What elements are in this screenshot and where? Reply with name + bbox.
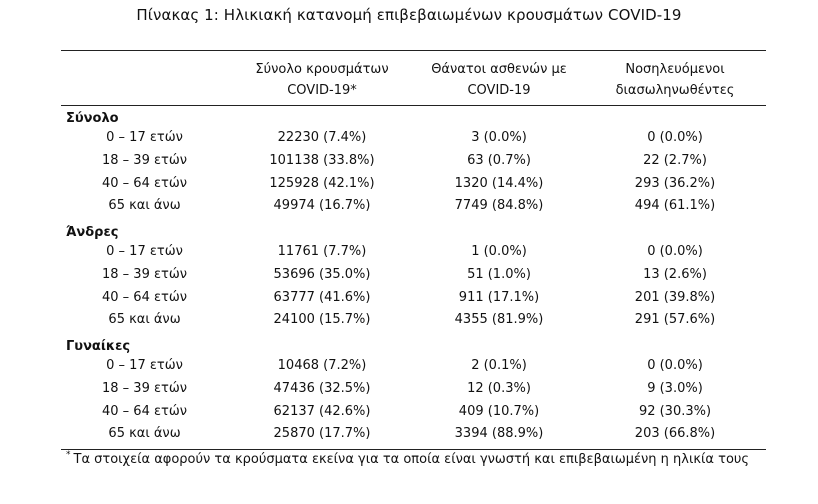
header-deaths-line1: Θάνατοι ασθενών με (431, 62, 567, 77)
cases-cell: 101138 (33.8%) (269, 152, 375, 168)
table-header-rule (61, 105, 766, 106)
age-cell: 18 – 39 ετών (102, 266, 187, 282)
deaths-cell: 2 (0.1%) (471, 358, 527, 373)
group-label: Σύνολο (66, 111, 119, 126)
deaths-cell: 12 (0.3%) (467, 380, 531, 396)
deaths-cell: 4355 (81.9%) (454, 312, 544, 328)
cases-cell: 125928 (42.1%) (269, 175, 375, 191)
table-row: 18 – 39 ετών 47436 (32.5%) 12 (0.3%) 9 (3.0… (61, 381, 766, 403)
cases-cell: 10468 (7.2%) (277, 358, 367, 373)
age-cell: 0 – 17 ετών (106, 244, 183, 259)
intubated-cell: 9 (3.0%) (647, 380, 703, 396)
age-cell: 0 – 17 ετών (106, 130, 183, 145)
table-row: 18 – 39 ετών 101138 (33.8%) 63 (0.7%) 22 (2… (61, 153, 766, 175)
intubated-cell: 0 (0.0%) (647, 130, 703, 145)
deaths-cell: 3 (0.0%) (471, 130, 527, 145)
header-intubated: Νοσηλευόμενοι διασωληνωθέντες (575, 59, 775, 101)
age-cell: 18 – 39 ετών (102, 152, 187, 168)
header-intubated-line1: Νοσηλευόμενοι (625, 62, 725, 77)
table-row: 40 – 64 ετών 63777 (41.6%) 911 (17.1%) 201 … (61, 290, 766, 312)
cases-cell: 49974 (16.7%) (273, 198, 371, 214)
table-row: 40 – 64 ετών 125928 (42.1%) 1320 (14.4%) 29… (61, 176, 766, 198)
intubated-cell: 293 (36.2%) (634, 175, 716, 191)
age-cell: 40 – 64 ετών (102, 403, 187, 419)
intubated-cell: 291 (57.6%) (634, 312, 716, 328)
table-row: 0 – 17 ετών 11761 (7.7%) 1 (0.0%) 0 (0.0%) (61, 244, 766, 266)
cases-cell: 25870 (17.7%) (273, 426, 371, 442)
deaths-cell: 911 (17.1%) (458, 289, 540, 305)
deaths-cell: 51 (1.0%) (467, 266, 531, 282)
intubated-cell: 201 (39.8%) (634, 289, 716, 305)
header-total-cases-line2: COVID-19* (287, 83, 357, 98)
age-cell: 65 και άνω (108, 426, 181, 442)
intubated-cell: 22 (2.7%) (643, 152, 707, 168)
intubated-cell: 13 (2.6%) (643, 266, 707, 282)
cases-cell: 24100 (15.7%) (273, 312, 371, 328)
table-row: 40 – 64 ετών 62137 (42.6%) 409 (10.7%) 92 (… (61, 404, 766, 426)
deaths-cell: 1 (0.0%) (471, 244, 527, 259)
intubated-cell: 203 (66.8%) (634, 426, 716, 442)
group-label: Γυναίκες (66, 339, 131, 354)
age-cell: 18 – 39 ετών (102, 380, 187, 396)
table-row: 18 – 39 ετών 53696 (35.0%) 51 (1.0%) 13 (2.… (61, 267, 766, 289)
deaths-cell: 3394 (88.9%) (454, 426, 544, 442)
cases-cell: 47436 (32.5%) (273, 380, 371, 396)
table-top-rule (61, 50, 766, 51)
intubated-cell: 0 (0.0%) (647, 244, 703, 259)
age-cell: 0 – 17 ετών (106, 358, 183, 373)
cases-cell: 63777 (41.6%) (273, 289, 371, 305)
age-cell: 40 – 64 ετών (102, 175, 187, 191)
header-deaths: Θάνατοι ασθενών με COVID-19 (399, 59, 599, 101)
header-total-cases: Σύνολο κρουσμάτων COVID-19* (222, 59, 422, 101)
table-row: 65 και άνω 24100 (15.7%) 4355 (81.9%) 291 (… (61, 312, 766, 334)
header-total-cases-line1: Σύνολο κρουσμάτων (255, 62, 389, 77)
deaths-cell: 63 (0.7%) (467, 152, 531, 168)
deaths-cell: 1320 (14.4%) (454, 175, 544, 191)
cases-cell: 53696 (35.0%) (273, 266, 371, 282)
table-row: 65 και άνω 49974 (16.7%) 7749 (84.8%) 494 (… (61, 198, 766, 220)
cases-cell: 22230 (7.4%) (277, 130, 367, 145)
table-title: Πίνακας 1: Ηλικιακή κατανομή επιβεβαιωμέ… (136, 6, 682, 24)
intubated-cell: 0 (0.0%) (647, 358, 703, 373)
footnote-text: Τα στοιχεία αφορούν τα κρούσματα εκείνα … (73, 452, 750, 467)
table-row: 65 και άνω 25870 (17.7%) 3394 (88.9%) 203 (… (61, 426, 766, 448)
table-row: 0 – 17 ετών 22230 (7.4%) 3 (0.0%) 0 (0.0%) (61, 130, 766, 152)
table-bottom-rule (61, 449, 766, 450)
deaths-cell: 409 (10.7%) (458, 403, 540, 419)
age-cell: 65 και άνω (108, 198, 181, 214)
age-cell: 40 – 64 ετών (102, 289, 187, 305)
footnote-marker: * (66, 450, 71, 460)
group-label: Άνδρες (66, 225, 119, 240)
footnote: * Τα στοιχεία αφορούν τα κρούσματα εκείνα… (66, 450, 750, 467)
intubated-cell: 494 (61.1%) (634, 198, 716, 214)
deaths-cell: 7749 (84.8%) (454, 198, 544, 214)
cases-cell: 62137 (42.6%) (273, 403, 371, 419)
intubated-cell: 92 (30.3%) (638, 403, 712, 419)
header-deaths-line2: COVID-19 (467, 83, 531, 98)
age-cell: 65 και άνω (108, 312, 181, 328)
header-intubated-line2: διασωληνωθέντες (615, 83, 735, 98)
cases-cell: 11761 (7.7%) (277, 244, 367, 259)
table-row: 0 – 17 ετών 10468 (7.2%) 2 (0.1%) 0 (0.0%) (61, 358, 766, 380)
